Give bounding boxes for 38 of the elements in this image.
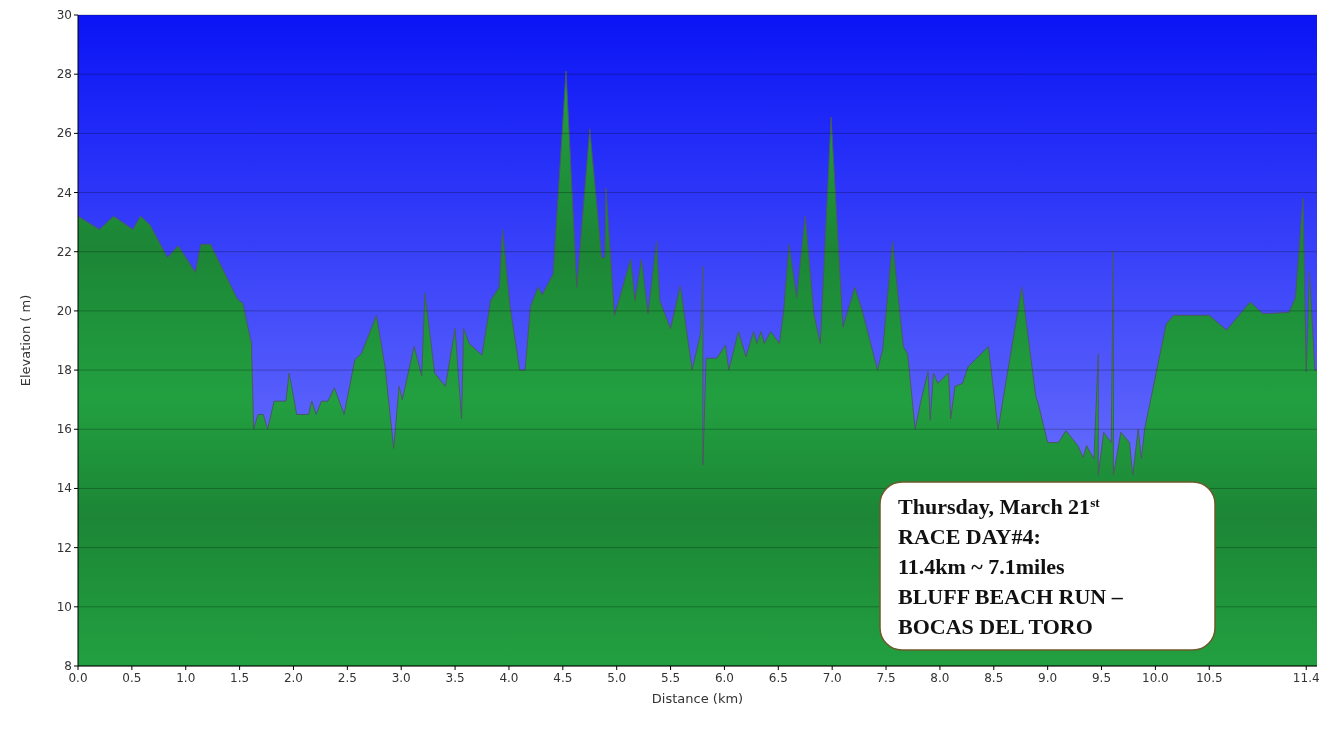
x-tick-label: 3.0	[391, 671, 411, 685]
y-tick-label: 22	[56, 244, 72, 259]
y-tick-label: 26	[56, 126, 72, 141]
y-tick-label: 30	[56, 8, 72, 22]
x-tick-label: 5.0	[607, 671, 627, 685]
x-tick-label: 8.5	[984, 671, 1004, 685]
x-tick-label: 6.5	[768, 671, 788, 685]
x-tick-label: 1.0	[176, 671, 196, 685]
y-tick-label: 8	[64, 659, 72, 673]
x-tick-label: 9.0	[1038, 671, 1058, 685]
x-tick-label: 1.5	[230, 671, 250, 685]
x-tick-label: 0.5	[122, 671, 142, 685]
x-tick-label: 5.5	[661, 671, 681, 685]
x-tick-label: 7.5	[876, 671, 896, 685]
x-tick-label: 2.5	[337, 671, 357, 685]
y-tick-label: 28	[56, 67, 72, 82]
text: Thursday, March 21$^{st}$ RACE DAY#4: 11.4km ~ 7.1miles BLUFF BEACH RUN – BOCAS DEL TORO	[898, 494, 1123, 639]
y-tick-label: 20	[56, 303, 72, 318]
x-tick-label: 3.5	[445, 671, 465, 685]
x-tick-label: 8.0	[930, 671, 950, 685]
y-tick-label: 12	[56, 540, 72, 555]
x-tick-label: 6.0	[714, 671, 734, 685]
y-axis-title: Elevation ( m)	[18, 294, 33, 387]
y-tick-label: 14	[56, 481, 72, 496]
y-tick-label: 18	[56, 363, 72, 378]
x-tick-label: 0.0	[68, 671, 88, 685]
y-tick-label: 16	[56, 422, 72, 437]
x-tick-label: 11.4	[1292, 671, 1320, 685]
x-tick-label: 9.5	[1091, 671, 1112, 685]
y-tick-label: 10	[56, 599, 72, 614]
y-tick-label: 24	[56, 185, 72, 200]
x-tick-label: 10.5	[1195, 671, 1223, 685]
x-axis-title: Distance (km)	[651, 691, 744, 706]
x-tick-label: 10.0	[1142, 671, 1169, 685]
x-tick-label: 2.0	[283, 671, 304, 685]
x-tick-label: 4.0	[499, 671, 519, 685]
x-tick-label: 4.5	[553, 671, 573, 685]
x-tick-label: 7.0	[822, 671, 842, 685]
